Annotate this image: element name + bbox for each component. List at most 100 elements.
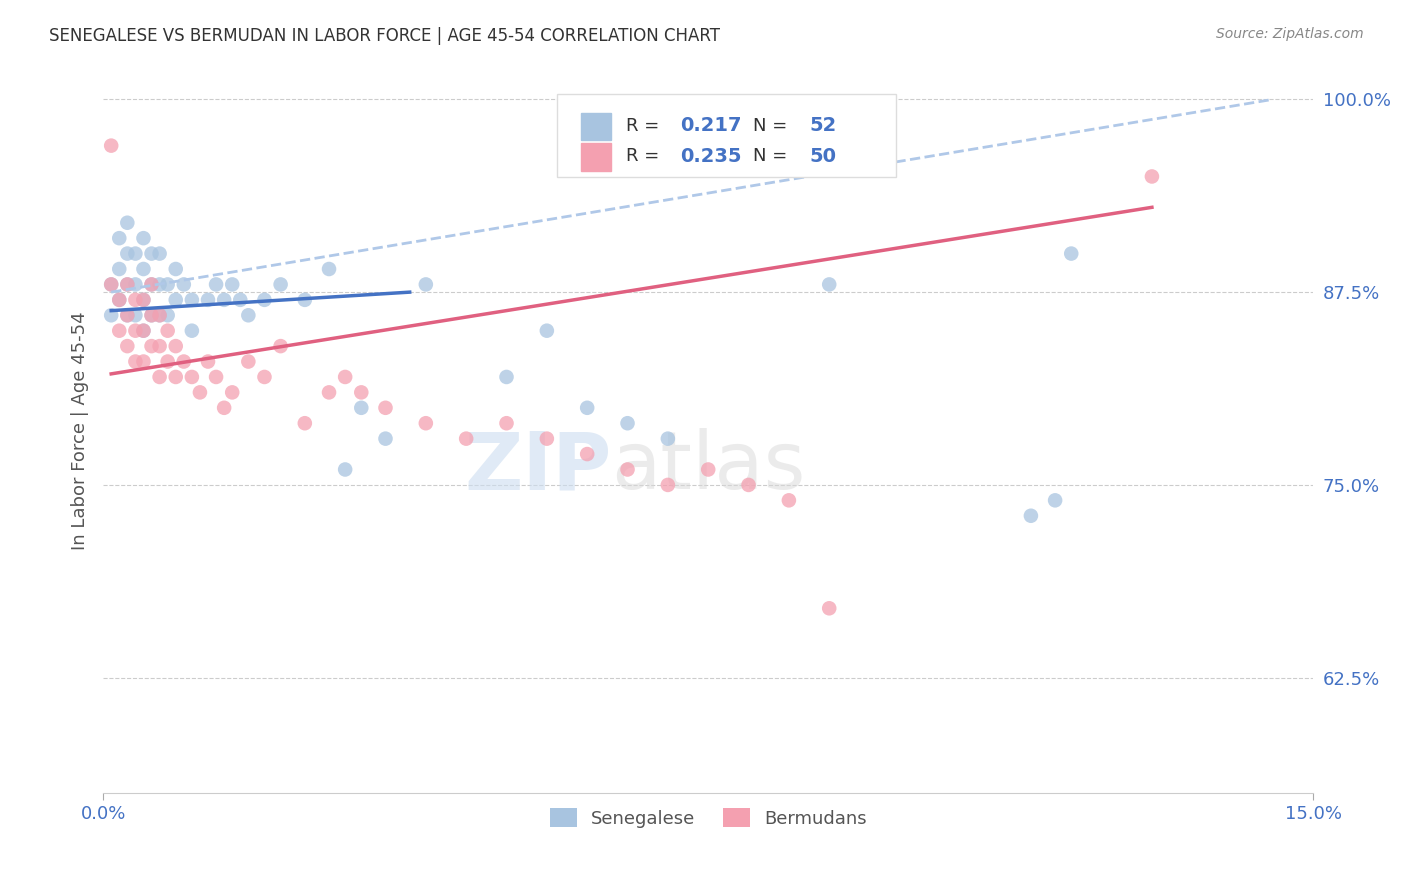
Point — [616, 462, 638, 476]
Point — [100, 277, 122, 292]
Point — [576, 447, 599, 461]
Point — [117, 277, 139, 292]
Point — [149, 339, 172, 353]
Point — [456, 432, 478, 446]
Text: N =: N = — [754, 117, 793, 135]
Point — [124, 293, 146, 307]
Point — [197, 354, 219, 368]
Legend: Senegalese, Bermudans: Senegalese, Bermudans — [543, 801, 875, 835]
Point — [238, 308, 260, 322]
Point — [141, 277, 163, 292]
Point — [132, 354, 155, 368]
Point — [818, 601, 841, 615]
Point — [318, 385, 340, 400]
Point — [149, 246, 172, 260]
Text: 0.235: 0.235 — [681, 147, 742, 166]
Point — [124, 246, 146, 260]
Point — [124, 308, 146, 322]
Point — [188, 385, 211, 400]
Text: 0.217: 0.217 — [681, 116, 742, 136]
Point — [212, 401, 235, 415]
Point — [270, 339, 292, 353]
Point — [149, 277, 172, 292]
Point — [374, 432, 396, 446]
Point — [415, 416, 437, 430]
Point — [197, 293, 219, 307]
Point — [108, 324, 131, 338]
Point — [616, 416, 638, 430]
Point — [141, 308, 163, 322]
Point — [697, 462, 720, 476]
Text: SENEGALESE VS BERMUDAN IN LABOR FORCE | AGE 45-54 CORRELATION CHART: SENEGALESE VS BERMUDAN IN LABOR FORCE | … — [49, 27, 720, 45]
Point — [141, 308, 163, 322]
Point — [117, 246, 139, 260]
Point — [141, 339, 163, 353]
Point — [132, 231, 155, 245]
Point — [124, 277, 146, 292]
Point — [1043, 493, 1066, 508]
Point — [149, 308, 172, 322]
Point — [229, 293, 252, 307]
Point — [576, 401, 599, 415]
Point — [149, 370, 172, 384]
Point — [350, 385, 373, 400]
Point — [205, 277, 228, 292]
Point — [818, 277, 841, 292]
FancyBboxPatch shape — [557, 94, 896, 178]
Point — [173, 277, 195, 292]
Point — [156, 324, 179, 338]
Point — [536, 324, 558, 338]
Point — [108, 262, 131, 277]
Point — [1019, 508, 1042, 523]
Point — [657, 432, 679, 446]
Text: atlas: atlas — [612, 428, 806, 506]
Point — [1060, 246, 1083, 260]
Point — [108, 293, 131, 307]
Point — [1140, 169, 1163, 184]
Point — [318, 262, 340, 277]
Point — [117, 308, 139, 322]
Point — [117, 216, 139, 230]
Text: 52: 52 — [810, 116, 837, 136]
Y-axis label: In Labor Force | Age 45-54: In Labor Force | Age 45-54 — [72, 311, 89, 550]
Point — [180, 324, 202, 338]
Point — [124, 324, 146, 338]
Point — [333, 370, 356, 384]
Point — [156, 354, 179, 368]
Text: N =: N = — [754, 147, 793, 165]
Point — [132, 324, 155, 338]
Point — [238, 354, 260, 368]
Point — [253, 370, 276, 384]
Point — [100, 308, 122, 322]
Point — [212, 293, 235, 307]
Point — [108, 293, 131, 307]
Point — [536, 432, 558, 446]
Point — [165, 262, 187, 277]
Point — [100, 277, 122, 292]
Point — [117, 277, 139, 292]
Point — [221, 385, 243, 400]
Point — [173, 354, 195, 368]
FancyBboxPatch shape — [581, 144, 612, 171]
Text: R =: R = — [626, 117, 665, 135]
Point — [156, 277, 179, 292]
Point — [374, 401, 396, 415]
Text: 50: 50 — [810, 147, 837, 166]
Point — [294, 293, 316, 307]
Point — [132, 262, 155, 277]
Point — [737, 478, 759, 492]
Point — [117, 339, 139, 353]
Point — [165, 293, 187, 307]
Point — [165, 370, 187, 384]
Point — [333, 462, 356, 476]
Point — [149, 308, 172, 322]
Point — [132, 324, 155, 338]
Point — [495, 370, 517, 384]
Point — [495, 416, 517, 430]
Point — [657, 478, 679, 492]
Point — [132, 293, 155, 307]
Point — [180, 293, 202, 307]
Text: Source: ZipAtlas.com: Source: ZipAtlas.com — [1216, 27, 1364, 41]
Point — [294, 416, 316, 430]
Point — [180, 370, 202, 384]
